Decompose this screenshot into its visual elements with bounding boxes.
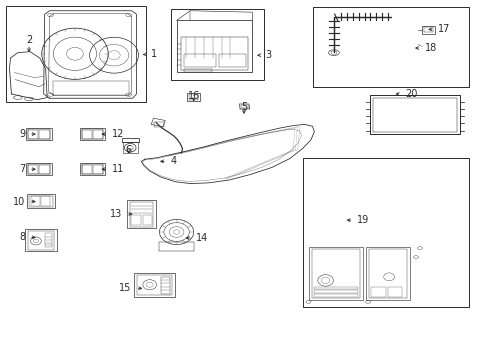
Text: 10: 10 (13, 197, 25, 207)
Bar (369, 95, 460, 134)
Bar (313, 249, 360, 298)
Text: 6: 6 (125, 145, 132, 155)
Bar (143, 215, 152, 225)
Bar (180, 37, 248, 69)
Text: 8: 8 (19, 232, 25, 242)
Bar (82, 164, 103, 174)
Bar (28, 130, 38, 139)
Text: 7: 7 (19, 164, 25, 174)
Bar (82, 129, 103, 139)
Text: 1: 1 (151, 49, 157, 59)
Text: 9: 9 (19, 129, 25, 139)
Bar (154, 122, 164, 127)
Bar (315, 291, 358, 293)
Bar (80, 163, 105, 175)
Bar (41, 197, 49, 206)
Bar (373, 98, 457, 132)
Bar (26, 163, 51, 175)
Bar (184, 69, 212, 72)
Bar (315, 287, 358, 289)
Bar (45, 233, 51, 247)
Bar (424, 27, 433, 32)
Bar (388, 287, 402, 297)
Text: 19: 19 (357, 215, 369, 225)
Bar (25, 229, 57, 251)
Bar (80, 128, 105, 140)
Bar (189, 94, 198, 100)
Bar (219, 54, 246, 67)
Bar (151, 118, 165, 127)
Bar (315, 294, 358, 297)
Bar (159, 242, 194, 251)
Bar (131, 215, 141, 225)
Bar (184, 54, 216, 67)
Bar (53, 81, 129, 95)
Bar (176, 21, 252, 72)
Bar (28, 164, 49, 174)
Text: 20: 20 (405, 89, 417, 99)
Bar (369, 249, 407, 298)
Bar (241, 105, 249, 108)
Bar (28, 129, 49, 139)
Text: 13: 13 (110, 209, 122, 219)
Text: 2: 2 (26, 35, 32, 45)
Text: 12: 12 (112, 129, 124, 139)
Bar (39, 165, 49, 174)
Bar (187, 93, 200, 101)
Bar (28, 165, 38, 174)
Text: 11: 11 (112, 164, 124, 174)
Bar (130, 202, 153, 226)
Bar (31, 197, 40, 206)
Bar (82, 130, 92, 139)
Bar (93, 165, 103, 174)
Bar (171, 9, 264, 80)
Bar (29, 196, 53, 207)
Bar (39, 130, 49, 139)
Bar (161, 277, 170, 294)
Bar (127, 200, 156, 228)
Bar (366, 247, 410, 300)
Text: 16: 16 (188, 91, 200, 101)
Bar (314, 7, 469, 87)
Bar (27, 231, 54, 249)
Text: 4: 4 (171, 156, 177, 166)
Bar (82, 165, 92, 174)
Bar (5, 6, 147, 102)
Bar (93, 130, 103, 139)
Text: 18: 18 (425, 43, 437, 53)
Text: 17: 17 (438, 24, 450, 35)
Bar (371, 287, 386, 297)
Text: 5: 5 (241, 102, 247, 112)
Bar (134, 273, 175, 297)
Bar (27, 194, 55, 208)
Text: 3: 3 (266, 50, 271, 60)
Text: 15: 15 (119, 283, 132, 293)
Bar (422, 26, 435, 34)
Text: 14: 14 (196, 233, 208, 243)
Bar (137, 275, 172, 295)
Bar (310, 247, 363, 300)
Bar (26, 128, 51, 140)
Bar (123, 142, 138, 153)
Bar (303, 158, 469, 307)
